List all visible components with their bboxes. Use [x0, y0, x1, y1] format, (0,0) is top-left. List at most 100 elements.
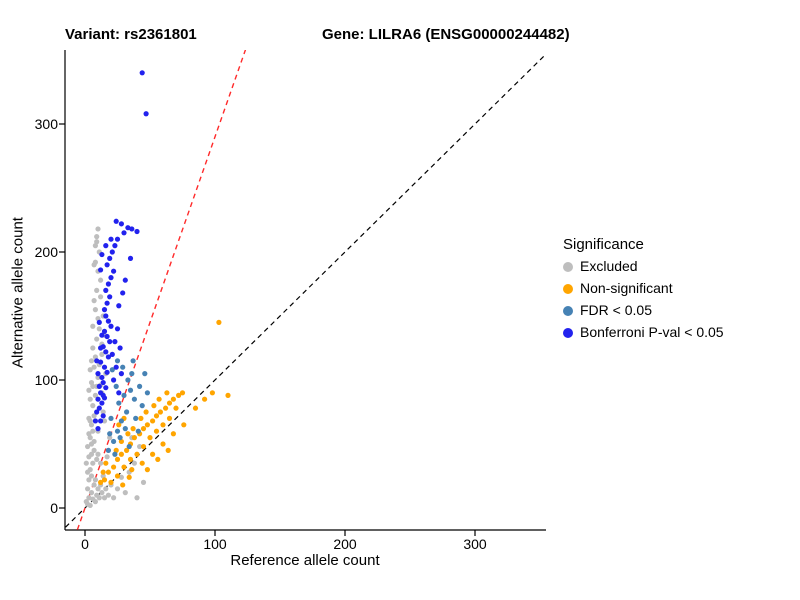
- data-point: [121, 464, 127, 470]
- data-point: [92, 418, 98, 424]
- data-point: [90, 345, 96, 351]
- series-non-significant: [98, 319, 231, 488]
- data-point: [92, 477, 98, 483]
- data-point: [111, 495, 117, 501]
- legend-item-bonferroni: Bonferroni P-val < 0.05: [563, 324, 724, 341]
- x-tick-label: 300: [463, 536, 487, 552]
- data-point: [114, 473, 121, 479]
- data-point: [125, 225, 131, 231]
- data-point: [108, 236, 114, 242]
- data-point: [108, 275, 114, 281]
- data-point: [88, 490, 95, 496]
- data-point: [104, 300, 110, 306]
- data-point: [139, 70, 145, 76]
- data-point: [91, 482, 97, 488]
- data-point: [150, 418, 156, 424]
- data-point: [88, 451, 95, 457]
- data-point: [91, 438, 97, 445]
- data-point: [92, 307, 98, 313]
- data-point: [166, 400, 173, 406]
- data-point: [116, 390, 122, 396]
- data-point: [114, 486, 121, 492]
- data-point: [122, 490, 128, 496]
- data-point: [116, 303, 122, 309]
- data-point: [91, 364, 97, 370]
- data-point: [170, 431, 176, 437]
- data-point: [147, 435, 153, 441]
- data-point: [99, 490, 105, 496]
- data-point: [105, 354, 111, 360]
- data-point: [151, 403, 157, 409]
- data-point: [143, 111, 149, 117]
- data-point: [98, 359, 104, 365]
- data-point: [120, 364, 126, 370]
- data-point: [176, 392, 182, 398]
- data-point: [96, 319, 102, 325]
- data-point: [109, 351, 115, 357]
- data-point: [101, 328, 108, 334]
- data-point: [100, 409, 106, 415]
- legend-item-non-significant: Non-significant: [563, 280, 724, 297]
- data-point: [83, 499, 89, 505]
- data-point: [94, 456, 100, 462]
- data-point: [94, 409, 100, 415]
- data-point: [101, 364, 108, 370]
- data-point: [109, 249, 115, 255]
- data-point: [140, 443, 147, 450]
- data-point: [83, 460, 89, 466]
- data-point: [122, 277, 128, 283]
- x-tick-marks: [84, 530, 476, 536]
- data-point: [96, 326, 102, 332]
- data-point: [109, 367, 115, 373]
- y-tick-label: 200: [34, 244, 58, 260]
- data-point: [192, 405, 199, 411]
- y-tick-marks: [59, 123, 65, 509]
- fdr-swatch-icon: [563, 305, 573, 316]
- data-point: [108, 415, 114, 421]
- data-point: [96, 405, 102, 411]
- variant-title: Variant: rs2361801: [65, 26, 197, 43]
- data-point: [124, 447, 130, 453]
- data-point: [103, 287, 109, 293]
- data-point: [116, 422, 122, 428]
- data-point: [107, 255, 113, 261]
- data-point: [129, 467, 135, 473]
- data-point: [107, 339, 113, 345]
- data-point: [98, 418, 104, 424]
- data-point: [117, 345, 123, 351]
- y-axis-title: Alternative allele count: [9, 217, 27, 368]
- data-point: [118, 418, 124, 424]
- legend-item-label: Non-significant: [580, 280, 673, 296]
- y-tick-label: 100: [34, 372, 58, 388]
- data-point: [91, 413, 97, 419]
- data-point: [137, 443, 143, 450]
- data-point: [216, 319, 222, 325]
- data-point: [87, 396, 93, 402]
- data-point: [103, 385, 109, 391]
- legend-item-label: Excluded: [580, 258, 638, 274]
- data-point: [143, 409, 149, 415]
- data-point: [112, 339, 118, 345]
- excluded-swatch-icon: [563, 261, 573, 272]
- data-point: [95, 396, 101, 402]
- data-point: [144, 390, 150, 396]
- data-point: [209, 390, 215, 396]
- data-point: [96, 495, 102, 501]
- legend-title: Significance: [563, 236, 644, 253]
- data-point: [130, 358, 136, 364]
- data-point: [112, 451, 118, 457]
- data-point: [157, 409, 163, 415]
- data-point: [120, 290, 126, 296]
- data-point: [98, 460, 104, 466]
- data-point: [104, 454, 110, 460]
- data-point: [164, 390, 170, 396]
- data-point: [95, 374, 101, 381]
- data-point: [133, 415, 139, 421]
- data-point: [90, 460, 96, 466]
- data-point: [99, 351, 105, 357]
- data-point: [134, 451, 140, 457]
- data-point: [156, 396, 162, 402]
- data-point: [126, 474, 132, 480]
